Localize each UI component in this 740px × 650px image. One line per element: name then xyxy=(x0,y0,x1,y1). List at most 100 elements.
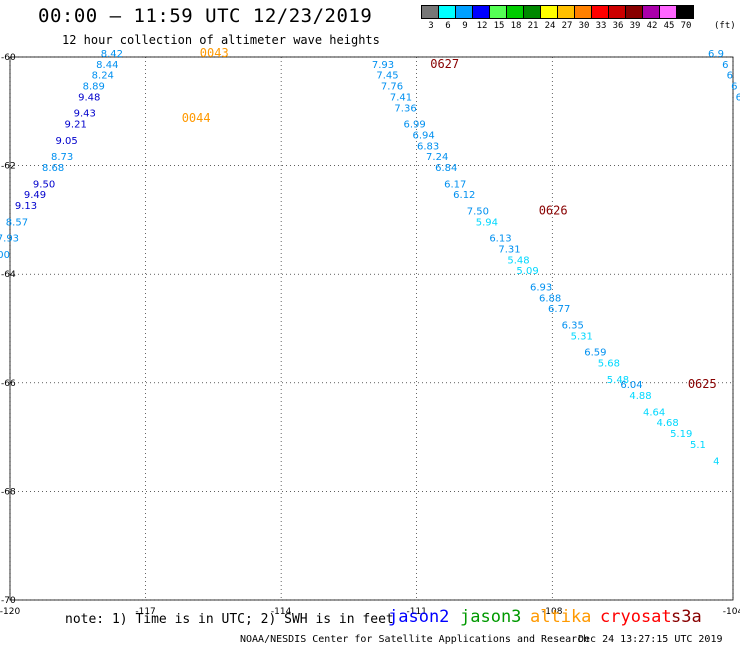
wave-height-value: 5.19 xyxy=(670,429,692,440)
satellite-legend-jason2: jason2 xyxy=(388,607,450,627)
wave-height-value: 5.31 xyxy=(571,331,593,342)
wave-height-value: 8.00 xyxy=(0,250,10,261)
lat-tick-label: -66 xyxy=(1,379,16,389)
wave-height-value: 6 xyxy=(731,82,737,93)
wave-height-value: 6 xyxy=(727,71,733,82)
wave-height-value: 7.41 xyxy=(390,92,412,103)
wave-height-value: 9.05 xyxy=(56,136,78,147)
credit-text: NOAA/NESDIS Center for Satellite Applica… xyxy=(240,634,590,645)
wave-height-value: 6.04 xyxy=(620,380,642,391)
wave-height-value: 6.17 xyxy=(444,179,466,190)
colorbar-label: 12 xyxy=(476,21,488,31)
wave-height-value: 7.31 xyxy=(498,244,520,255)
wave-height-value: 8.42 xyxy=(101,49,123,60)
wave-height-value: 6.88 xyxy=(539,293,561,304)
pass-time-label: 0044 xyxy=(182,111,211,125)
lon-tick-label: -120 xyxy=(0,607,20,617)
wave-height-value: 8.24 xyxy=(92,71,114,82)
wave-height-value: 7.50 xyxy=(467,206,489,217)
wave-height-value: 6.83 xyxy=(417,141,439,152)
wave-height-value: 7.76 xyxy=(381,82,403,93)
wave-height-value: 8.68 xyxy=(42,163,64,174)
wave-height-value: 7.93 xyxy=(0,234,19,245)
wave-height-value: 6.77 xyxy=(548,304,570,315)
wave-height-value: 5.1 xyxy=(690,440,706,451)
satellite-legend-jason3: jason3 xyxy=(460,607,522,627)
colorbar-label: 24 xyxy=(544,21,556,31)
lat-tick-label: -70 xyxy=(1,596,16,606)
wave-height-value: 9.49 xyxy=(24,190,46,201)
wave-height-value: 6 xyxy=(736,92,740,103)
wave-height-value: 9.48 xyxy=(78,92,100,103)
pass-time-label: 0043 xyxy=(200,46,229,60)
lon-tick-label: -111 xyxy=(406,607,426,617)
colorbar-label: 70 xyxy=(680,21,692,31)
colorbar-swatch: 42 xyxy=(642,5,660,31)
colorbar-label: 33 xyxy=(595,21,607,31)
wave-height-value: 8.89 xyxy=(83,82,105,93)
colorbar-label: 45 xyxy=(663,21,675,31)
wave-height-value: 9.43 xyxy=(74,109,96,120)
wave-height-value: 6 xyxy=(722,60,728,71)
wave-height-value: 4.64 xyxy=(643,407,665,418)
wave-height-value: 7.93 xyxy=(372,60,394,71)
wave-height-value: 6.59 xyxy=(584,348,606,359)
colorbar-label: 21 xyxy=(527,21,539,31)
satellite-legend-cryosat: cryosat xyxy=(600,607,672,627)
lon-tick-label: -104 xyxy=(723,607,740,617)
colorbar-label: 9 xyxy=(462,21,468,31)
pass-time-label: 0626 xyxy=(539,203,568,217)
page-subtitle: 12 hour collection of altimeter wave hei… xyxy=(62,33,380,47)
lon-tick-label: -114 xyxy=(271,607,292,617)
wave-height-value: 9.13 xyxy=(15,201,37,212)
wave-height-value: 6.35 xyxy=(562,321,584,332)
colorbar-label: 6 xyxy=(445,21,451,31)
colorbar-unit: (ft) xyxy=(714,21,736,31)
lat-tick-label: -68 xyxy=(1,487,16,497)
colorbar-label: 36 xyxy=(612,21,624,31)
colorbar-legend: 3 6 9 12 15 18 21 24 27 30 33 36 39 42 45 70 xyxy=(421,5,694,31)
wave-height-value: 6.93 xyxy=(530,282,552,293)
colorbar-label: 42 xyxy=(646,21,658,31)
wave-height-value: 5.48 xyxy=(507,255,529,266)
lon-tick-label: -117 xyxy=(135,607,155,617)
lat-tick-label: -60 xyxy=(1,53,16,63)
wave-height-value: 4.88 xyxy=(629,391,651,402)
colorbar-swatch: 70 xyxy=(676,5,694,31)
wave-height-value: 9.50 xyxy=(33,179,55,190)
pass-time-label: 0627 xyxy=(430,57,459,71)
colorbar-swatch: 18 xyxy=(506,5,524,31)
timestamp-text: Dec 24 13:27:15 UTC 2019 xyxy=(578,634,723,645)
satellite-legend-altika: altika xyxy=(530,607,592,627)
colorbar-swatch: 9 xyxy=(455,5,473,31)
wave-height-value: 5.94 xyxy=(476,217,498,228)
colorbar-label: 39 xyxy=(629,21,641,31)
colorbar-label: 30 xyxy=(578,21,590,31)
wave-height-value: 9.21 xyxy=(65,120,87,131)
footer-note: note: 1) Time is in UTC; 2) SWH is in fe… xyxy=(65,612,394,627)
colorbar-label: 3 xyxy=(428,21,434,31)
wave-height-value: 8.73 xyxy=(51,152,73,163)
colorbar-label: 15 xyxy=(493,21,505,31)
map-frame xyxy=(9,56,734,601)
pass-time-label: 0625 xyxy=(688,377,717,391)
wave-height-value: 8.57 xyxy=(6,217,28,228)
wave-height-value: 7.36 xyxy=(394,103,416,114)
lat-tick-label: -64 xyxy=(1,270,16,280)
colorbar-label: 27 xyxy=(561,21,573,31)
wave-height-value: 8.44 xyxy=(96,60,118,71)
wave-height-value: 6.9 xyxy=(708,49,724,60)
wave-height-value: 4.68 xyxy=(657,418,679,429)
wave-height-value: 7.24 xyxy=(426,152,448,163)
page-title: 00:00 – 11:59 UTC 12/23/2019 xyxy=(38,5,373,27)
wave-height-value: 5.48 xyxy=(607,375,629,386)
colorbar-label: 18 xyxy=(510,21,522,31)
wave-height-value: 6.99 xyxy=(403,120,425,131)
satellite-legend-s3a: s3a xyxy=(671,607,702,627)
wave-height-value: 6.12 xyxy=(453,190,475,201)
wave-height-value: 7.45 xyxy=(376,71,398,82)
wave-height-value: 5.09 xyxy=(516,266,538,277)
wave-height-value: 4 xyxy=(713,456,719,467)
